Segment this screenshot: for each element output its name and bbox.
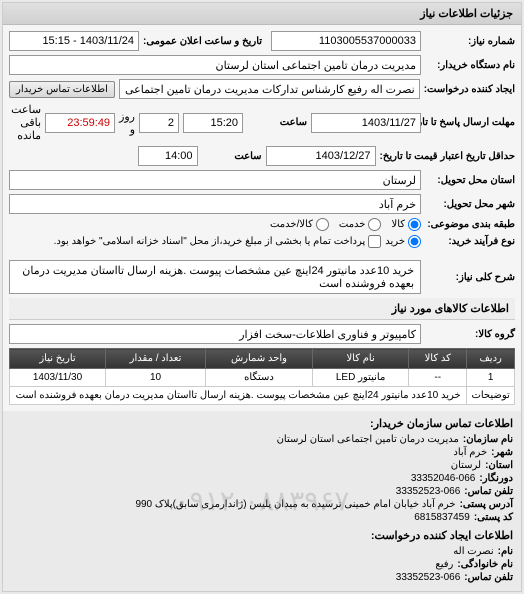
details-panel: جزئیات اطلاعات نیاز شماره نیاز: تاریخ و …: [2, 2, 522, 592]
validity-label: حداقل تاریخ اعتبار قیمت تا تاریخ:: [380, 151, 515, 162]
time-remain-input: [45, 113, 115, 133]
org-label: نام دستگاه خریدار:: [425, 60, 515, 71]
c-org-label: نام سازمان:: [463, 434, 513, 445]
cell-unit: دستگاه: [205, 369, 312, 387]
category-label: طبقه بندی موضوعی:: [425, 219, 515, 230]
table-header-row: ردیف کد کالا نام کالا واحد شمارش تعداد /…: [10, 349, 515, 369]
col-name: نام کالا: [313, 349, 409, 369]
cat-goods-radio[interactable]: کالا: [391, 218, 421, 231]
c-reqtel-label: تلفن تماس:: [464, 572, 513, 583]
cell-date: 1403/11/30: [10, 369, 106, 387]
creator-label: ایجاد کننده درخواست:: [424, 84, 515, 95]
category-radio-group: کالا خدمت کالا/خدمت: [270, 218, 421, 231]
process-label: نوع فرآیند خرید:: [425, 236, 515, 247]
form-body: شماره نیاز: تاریخ و ساعت اعلان عمومی: نا…: [3, 25, 521, 411]
c-reqtel: 33352523-066: [396, 572, 461, 583]
deadline-date-input[interactable]: [311, 113, 421, 133]
c-address-label: آدرس پستی:: [460, 499, 513, 510]
c-fax: 33352046-066: [411, 473, 476, 484]
province-label: استان محل تحویل:: [425, 175, 515, 186]
c-name-label: نام:: [498, 546, 513, 557]
province-input[interactable]: [9, 170, 421, 190]
c-tel-label: تلفن تماس:: [464, 486, 513, 497]
c-tel: 33352523-066: [396, 486, 461, 497]
contact-section: ۰۹۱۲-۰۸۸۳۹۶۷ اطلاعات تماس سازمان خریدار:…: [3, 411, 521, 591]
c-city-label: شهر:: [491, 447, 513, 458]
panel-title: جزئیات اطلاعات نیاز: [3, 3, 521, 25]
table-row[interactable]: 1 -- مانیتور LED دستگاه 10 1403/11/30: [10, 369, 515, 387]
c-fax-label: دورنگار:: [479, 473, 513, 484]
validity-time-input[interactable]: [138, 146, 198, 166]
contact-buyer-button[interactable]: اطلاعات تماس خریدار: [9, 81, 115, 98]
time-label-1: ساعت: [247, 117, 307, 128]
time-label-2: ساعت: [202, 151, 262, 162]
col-date: تاریخ نیاز: [10, 349, 106, 369]
cell-code: --: [409, 369, 467, 387]
c-family: رفیع: [435, 559, 453, 570]
desc-label-cell: توضیحات: [467, 387, 515, 405]
city-label: شهر محل تحویل:: [425, 199, 515, 210]
col-unit: واحد شمارش: [205, 349, 312, 369]
need-title-label: شرح کلی نیاز:: [425, 272, 515, 283]
col-code: کد کالا: [409, 349, 467, 369]
group-input[interactable]: [9, 324, 421, 344]
c-city: خرم آباد: [453, 447, 487, 458]
cat-both-radio[interactable]: کالا/خدمت: [270, 218, 329, 231]
items-table: ردیف کد کالا نام کالا واحد شمارش تعداد /…: [9, 348, 515, 405]
contact-section-title: اطلاعات تماس سازمان خریدار:: [11, 417, 513, 430]
city-input[interactable]: [9, 194, 421, 214]
datetime-input[interactable]: [9, 31, 139, 51]
datetime-label: تاریخ و ساعت اعلان عمومی:: [143, 36, 262, 47]
deadline-label: مهلت ارسال پاسخ تا تاریخ:: [425, 117, 515, 128]
c-address: خرم آباد خیابان امام خمینی نرسیده به مید…: [135, 499, 455, 510]
c-province-label: استان:: [485, 460, 513, 471]
proc-note-check[interactable]: پرداخت تمام یا بخشی از مبلغ خرید،از محل …: [54, 235, 382, 248]
need-no-input[interactable]: [271, 31, 421, 51]
days-remain-input: [139, 113, 179, 133]
validity-date-input[interactable]: [266, 146, 376, 166]
need-title-box: خرید 10عدد مانیتور 24اینچ عین مشخصات پیو…: [9, 260, 421, 294]
c-postal: 6815837459: [414, 512, 470, 523]
desc-cell: خرید 10عدد مانیتور 24اینچ عین مشخصات پیو…: [10, 387, 467, 405]
deadline-time-input[interactable]: [183, 113, 243, 133]
cell-name: مانیتور LED: [313, 369, 409, 387]
org-input[interactable]: [9, 55, 421, 75]
table-desc-row: توضیحات خرید 10عدد مانیتور 24اینچ عین مش…: [10, 387, 515, 405]
req-section-title: اطلاعات ایجاد کننده درخواست:: [11, 529, 513, 542]
cell-idx: 1: [467, 369, 515, 387]
days-label: روز و: [119, 110, 135, 136]
c-province: لرستان: [451, 460, 481, 471]
col-idx: ردیف: [467, 349, 515, 369]
items-section-title: اطلاعات کالاهای مورد نیاز: [9, 298, 515, 320]
c-name: نصرت اله: [453, 546, 493, 557]
col-qty: تعداد / مقدار: [106, 349, 206, 369]
c-family-label: نام خانوادگی:: [457, 559, 513, 570]
cat-service-radio[interactable]: خدمت: [339, 218, 382, 231]
cell-qty: 10: [106, 369, 206, 387]
creator-input[interactable]: [119, 79, 420, 99]
c-org: مدیریت درمان تامین اجتماعی استان لرستان: [277, 434, 459, 445]
proc-cash-radio[interactable]: خرید: [385, 235, 421, 248]
group-label: گروه کالا:: [425, 329, 515, 340]
c-postal-label: کد پستی:: [474, 512, 513, 523]
remain-label: ساعت باقی مانده: [9, 103, 41, 142]
need-no-label: شماره نیاز:: [425, 36, 515, 47]
